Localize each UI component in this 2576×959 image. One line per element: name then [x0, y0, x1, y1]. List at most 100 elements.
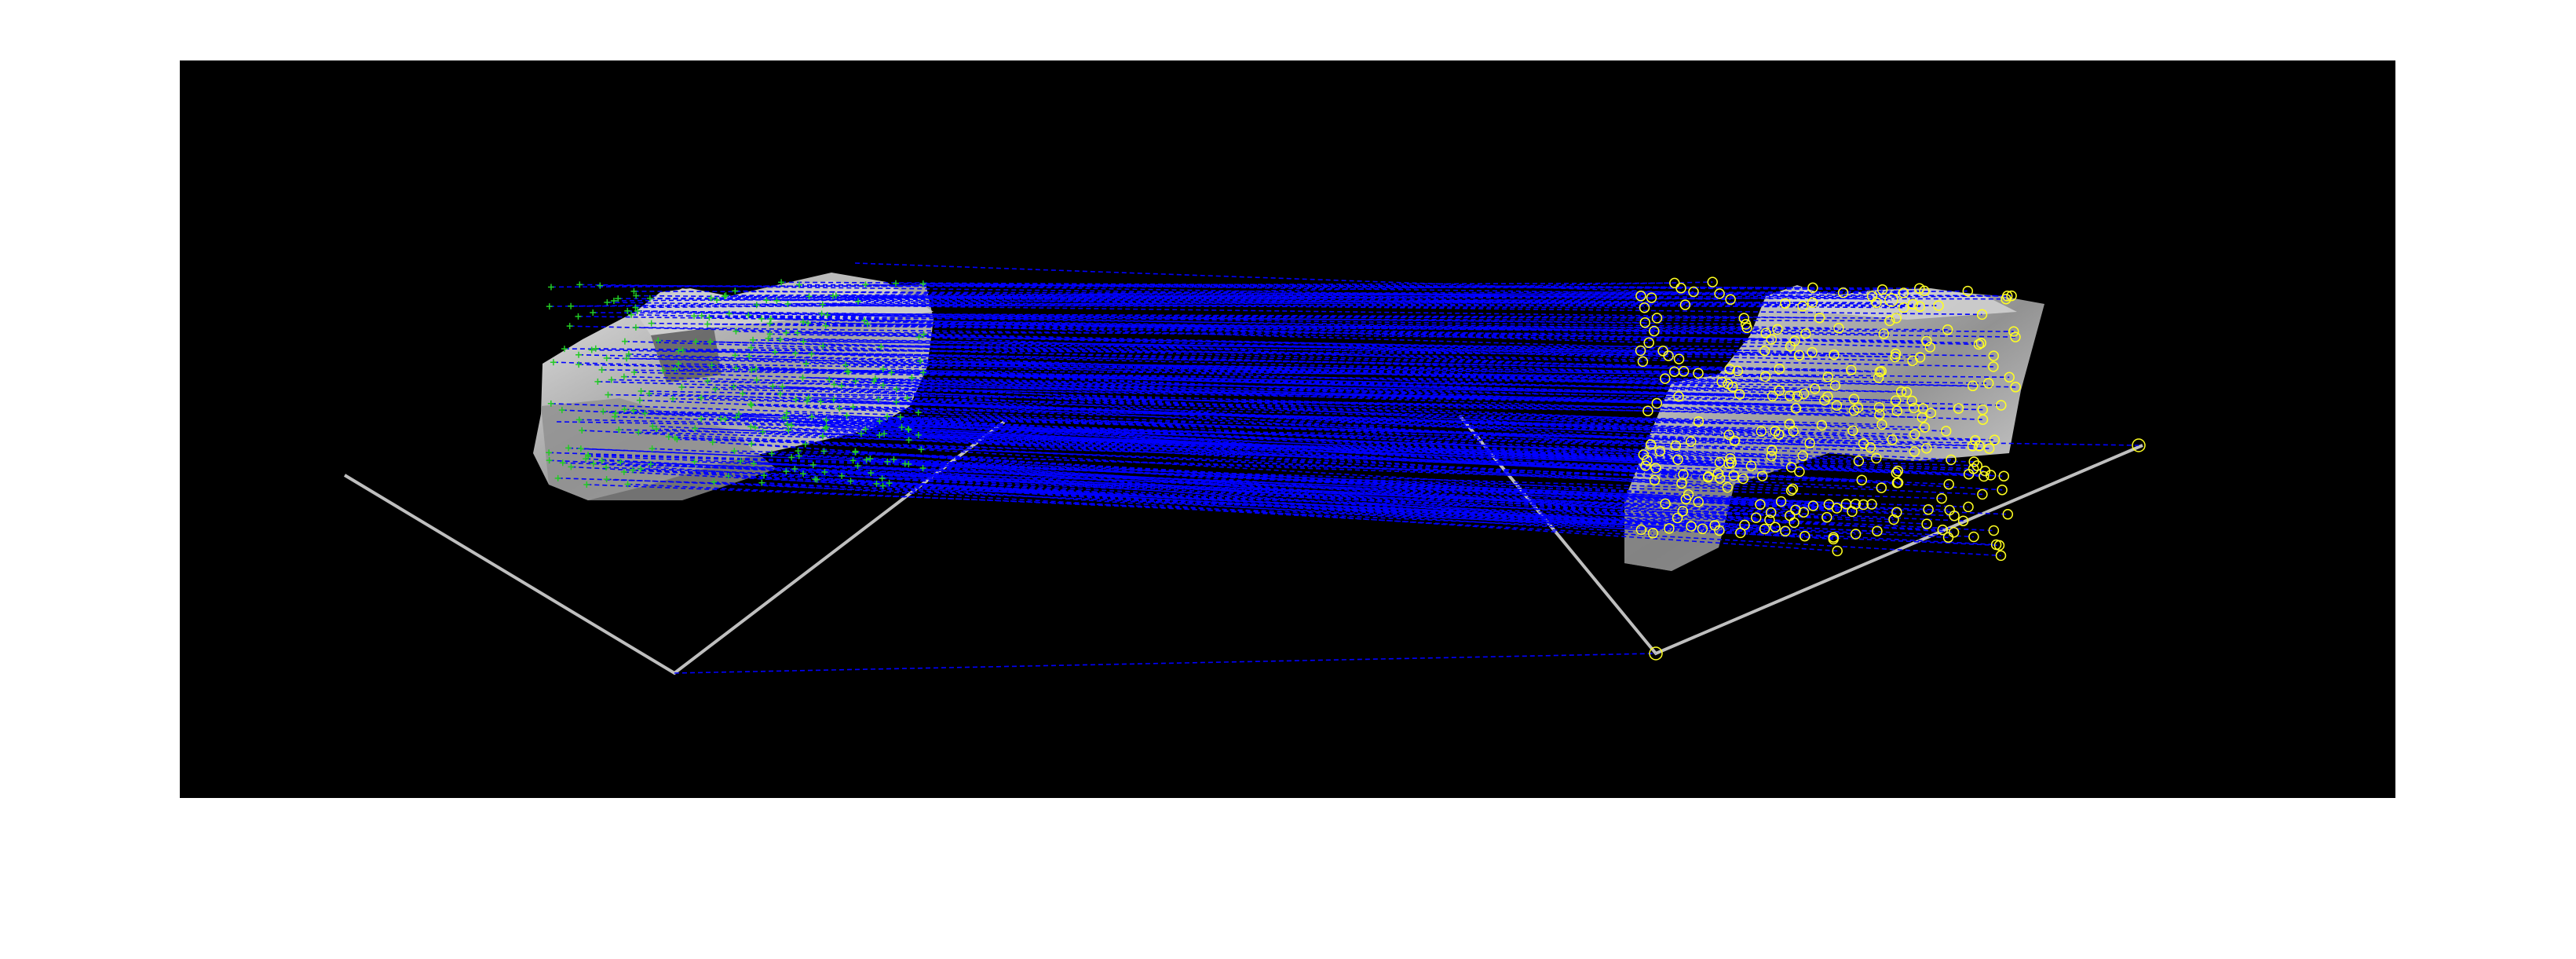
left-keypoint-marker [612, 409, 619, 416]
right-keypoint-marker [1937, 524, 1949, 536]
match-line [725, 291, 1694, 297]
right-keypoint-marker [1672, 454, 1683, 465]
right-keypoint-marker [1933, 300, 1944, 311]
right-keypoint-marker [1647, 528, 1659, 539]
left-keypoint-marker [901, 460, 908, 467]
right-keypoint-marker [1963, 468, 1975, 480]
left-keypoint-marker [819, 301, 826, 308]
match-line [748, 314, 1650, 344]
right-keypoint-marker [1732, 365, 1744, 377]
left-keypoint-marker [831, 381, 838, 388]
right-keypoint-marker [1872, 525, 1883, 536]
left-keypoint-marker [692, 425, 699, 432]
match-line [901, 426, 2003, 491]
left-keypoint-marker [879, 482, 886, 489]
right-keypoint-marker [1787, 483, 1799, 495]
right-keypoint-marker [1792, 390, 1803, 402]
left-keypoints [546, 279, 927, 489]
right-keypoint-marker [1968, 456, 1979, 467]
match-line [721, 418, 1772, 457]
left-keypoint-marker [861, 317, 868, 324]
left-keypoint-marker [792, 350, 799, 357]
left-keypoint-marker [704, 377, 711, 384]
right-keypoint-marker [1770, 426, 1781, 437]
right-keypoint-marker [1649, 646, 1663, 661]
left-keypoint-marker [791, 465, 798, 472]
left-keypoint-marker [731, 448, 738, 455]
left-keypoint-marker [873, 480, 880, 487]
left-keypoint-marker [857, 430, 864, 437]
right-keypoint-marker [1890, 351, 1901, 363]
right-keypoint-marker [1977, 414, 1989, 425]
right-keypoint-marker [1970, 435, 1981, 446]
match-line [795, 352, 1733, 388]
match-line [786, 331, 1806, 335]
match-line [682, 349, 1835, 356]
left-keypoint-marker [608, 376, 615, 383]
right-keypoint-marker [1697, 523, 1708, 535]
left-keypoint-marker [628, 311, 635, 318]
left-keypoint-marker [806, 293, 813, 300]
left-keypoint-marker [868, 470, 875, 477]
left-keypoint-marker [822, 322, 829, 329]
right-keypoint-marker [1977, 489, 1988, 500]
right-keypoint-marker [1892, 465, 1904, 477]
left-keypoint-marker [706, 314, 713, 321]
left-keypoint-marker [678, 383, 685, 390]
left-keypoint-marker [671, 366, 678, 373]
match-line [769, 333, 1765, 352]
match-line [591, 349, 1730, 370]
left-keypoint-marker [748, 401, 755, 408]
match-line [865, 284, 1731, 301]
match-line [751, 426, 1969, 475]
left-keypoint-marker [800, 470, 806, 478]
match-line [677, 438, 1646, 467]
left-keypoint-marker [888, 369, 895, 376]
left-keypoint-marker [732, 352, 739, 359]
right-keypoint-marker [1759, 523, 1770, 535]
right-keypoint-marker [1968, 531, 1979, 543]
left-keypoint-marker [876, 432, 883, 439]
match-line [756, 379, 1679, 397]
left-keypoint-marker [766, 320, 773, 327]
match-line [829, 379, 1740, 395]
right-keypoint-marker [1829, 349, 1840, 361]
right-keypoint-marker [1727, 381, 1738, 393]
right-keypoint-marker [1866, 291, 1878, 302]
left-keypoint-marker [692, 338, 700, 345]
right-keypoint-marker [1971, 460, 1983, 471]
right-keypoint-marker [1944, 504, 1955, 516]
left-keypoint-marker [767, 315, 774, 322]
left-keypoint-marker [721, 293, 728, 300]
left-keypoint-marker [898, 424, 905, 431]
left-keypoint-marker [635, 429, 642, 436]
right-cloud-roof [1766, 285, 2017, 320]
right-keypoint-marker [1790, 403, 1802, 414]
right-keypoint-marker [1764, 514, 1775, 525]
right-keypoint-marker [1643, 337, 1654, 349]
right-keypoint-marker [1677, 505, 1689, 517]
right-keypoint-marker [1963, 501, 1974, 513]
match-line [751, 404, 1676, 446]
right-keypoint-marker [1988, 350, 2000, 361]
right-keypoint-marker [1712, 467, 1724, 479]
left-keypoint-marker [691, 313, 698, 320]
right-keypoint-marker [1921, 442, 1932, 454]
match-line [825, 324, 2014, 332]
left-keypoint-marker [698, 312, 705, 319]
left-keypoint-marker [646, 295, 653, 302]
point-cloud-match-scene [343, 262, 2146, 675]
right-keypoint-marker [1793, 350, 1805, 361]
right-keypoint-marker [1668, 366, 1680, 377]
left-keypoint-marker [769, 383, 776, 390]
match-line [815, 478, 1949, 539]
match-line [633, 410, 1735, 441]
left-keypoint-marker [610, 297, 617, 304]
right-keypoint-marker [1635, 345, 1646, 357]
right-keypoint-marker [1957, 515, 1969, 526]
left-keypoint-marker [712, 386, 719, 393]
left-keypoint-marker [805, 320, 812, 327]
left-keypoint-marker [830, 396, 837, 403]
left-keypoint-marker [645, 390, 652, 397]
right-keypoint-marker [1635, 291, 1646, 302]
